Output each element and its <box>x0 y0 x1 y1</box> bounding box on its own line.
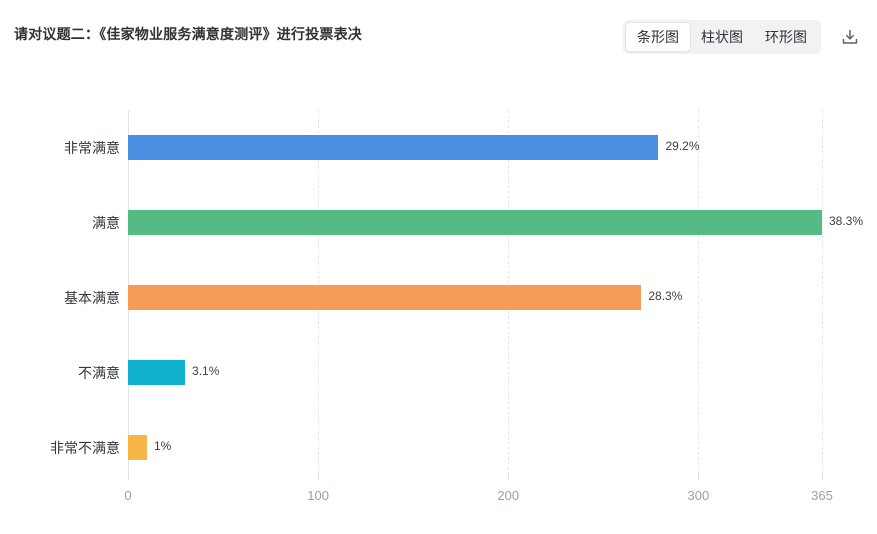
bar-value-label: 1% <box>154 439 172 453</box>
bar-segment <box>128 284 642 310</box>
bar-value-label: 38.3% <box>829 214 864 228</box>
category-label: 非常不满意 <box>50 440 120 456</box>
x-tick-label: 0 <box>124 488 132 503</box>
download-button[interactable] <box>837 24 863 50</box>
x-axis-tick <box>128 474 129 480</box>
x-axis-tick <box>822 474 823 480</box>
bar-segment <box>128 209 822 235</box>
category-label: 非常满意 <box>64 140 120 156</box>
x-tick-label: 200 <box>497 488 520 503</box>
download-icon <box>842 29 858 44</box>
page-title: 请对议题二：《佳家物业服务满意度测评》进行投票表决 <box>14 26 362 42</box>
tab-ring-chart[interactable]: 环形图 <box>754 23 818 51</box>
bar-segment <box>128 134 659 160</box>
tab-column-chart[interactable]: 柱状图 <box>690 23 754 51</box>
x-tick-label: 300 <box>687 488 710 503</box>
x-axis-tick <box>698 474 700 480</box>
bar-value-label: 3.1% <box>192 364 220 378</box>
x-axis-tick <box>318 474 320 480</box>
bar-segment <box>128 359 186 385</box>
category-label: 满意 <box>92 215 120 231</box>
x-gridline <box>698 110 700 480</box>
tab-bar-chart[interactable]: 条形图 <box>626 23 690 51</box>
bar-value-label: 29.2% <box>665 139 700 153</box>
x-gridline <box>822 110 823 480</box>
bar-value-label: 28.3% <box>648 289 683 303</box>
x-tick-label: 100 <box>307 488 329 503</box>
category-label: 不满意 <box>78 365 120 381</box>
category-label: 基本满意 <box>64 290 120 306</box>
x-axis-tick <box>508 474 510 480</box>
chart-type-switcher: 条形图 柱状图 环形图 <box>623 20 821 54</box>
x-tick-label: 365 <box>811 488 833 503</box>
chart-controls: 条形图 柱状图 环形图 <box>623 20 863 54</box>
bar-segment <box>128 434 147 460</box>
